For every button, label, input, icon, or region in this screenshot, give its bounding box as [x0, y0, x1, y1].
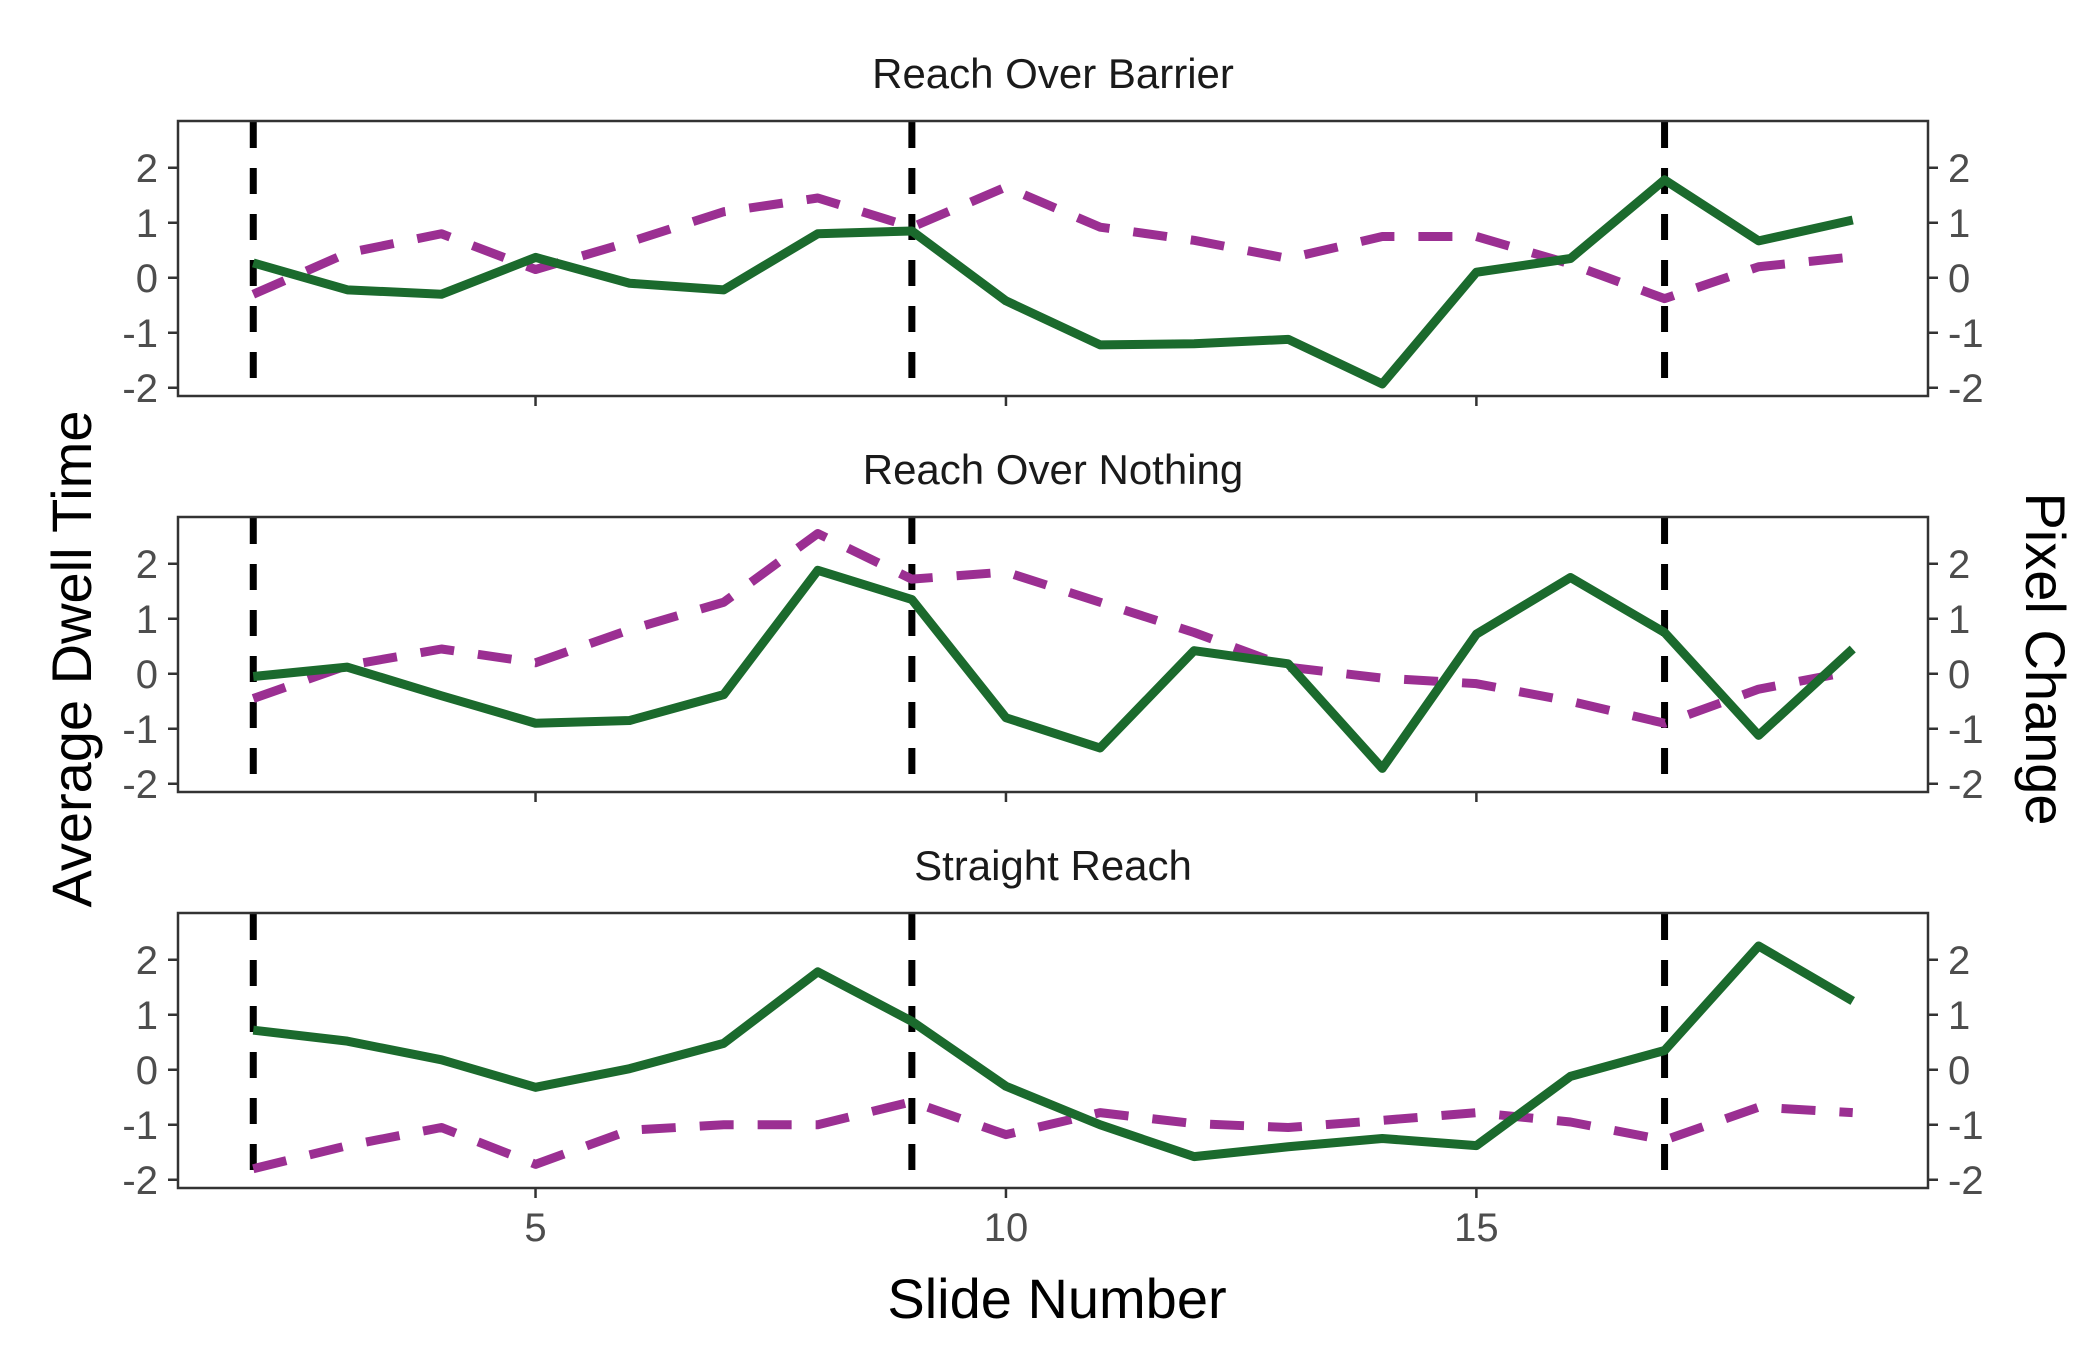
y-tick-label-right: -1: [1948, 708, 1984, 752]
y-tick-label-right: -2: [1948, 367, 1984, 411]
y-tick-label-left: 2: [136, 147, 158, 191]
dwell-time-line: [252, 175, 1854, 389]
pixel-change-line: [252, 1097, 1853, 1174]
y-tick-label-right: -2: [1948, 1159, 1984, 1203]
panel-frame: [176, 119, 1930, 398]
y-tick-label-left: 0: [136, 257, 158, 301]
y-tick-label-right: -1: [1948, 312, 1984, 356]
y-tick-label-right: 2: [1948, 147, 1970, 191]
y-axis-title-right: Pixel Change: [2014, 492, 2077, 825]
y-tick-label-left: -2: [122, 367, 158, 411]
y-tick-label-right: 1: [1948, 994, 1970, 1038]
pixel-change-line: [251, 182, 1854, 304]
y-tick-label-left: -2: [122, 1159, 158, 1203]
panel-title: Reach Over Nothing: [863, 446, 1244, 493]
y-tick-label-left: 2: [136, 543, 158, 587]
y-tick-label-left: -1: [122, 1104, 158, 1148]
y-tick-label-left: 1: [136, 202, 158, 246]
panel-frame: [176, 515, 1930, 794]
y-tick-label-right: 1: [1948, 202, 1970, 246]
dwell-time-line: [252, 565, 1856, 773]
y-tick-label-right: 0: [1948, 653, 1970, 697]
y-tick-label-right: 0: [1948, 1049, 1970, 1093]
y-tick-label-left: 0: [136, 653, 158, 697]
y-tick-label-left: 0: [136, 1049, 158, 1093]
y-tick-label-left: 1: [136, 598, 158, 642]
pixel-change-line: [251, 529, 1854, 728]
y-tick-label-right: -1: [1948, 1104, 1984, 1148]
panel-frame: [176, 911, 1930, 1190]
y-tick-label-right: -2: [1948, 763, 1984, 807]
x-tick-label: 15: [1454, 1206, 1499, 1250]
y-tick-label-right: 2: [1948, 543, 1970, 587]
y-tick-label-left: -1: [122, 312, 158, 356]
dwell-time-line: [252, 941, 1856, 1162]
y-tick-label-left: -1: [122, 708, 158, 752]
x-axis-title: Slide Number: [887, 1267, 1226, 1330]
y-tick-label-left: 2: [136, 939, 158, 983]
y-axis-title-left: Average Dwell Time: [40, 411, 103, 908]
y-tick-label-right: 2: [1948, 939, 1970, 983]
x-tick-label: 5: [524, 1206, 546, 1250]
y-tick-label-left: 1: [136, 994, 158, 1038]
y-tick-label-right: 0: [1948, 257, 1970, 301]
panel-title: Reach Over Barrier: [872, 50, 1234, 97]
y-tick-label-left: -2: [122, 763, 158, 807]
x-tick-label: 10: [984, 1206, 1029, 1250]
panel-title: Straight Reach: [914, 842, 1192, 889]
y-tick-label-right: 1: [1948, 598, 1970, 642]
